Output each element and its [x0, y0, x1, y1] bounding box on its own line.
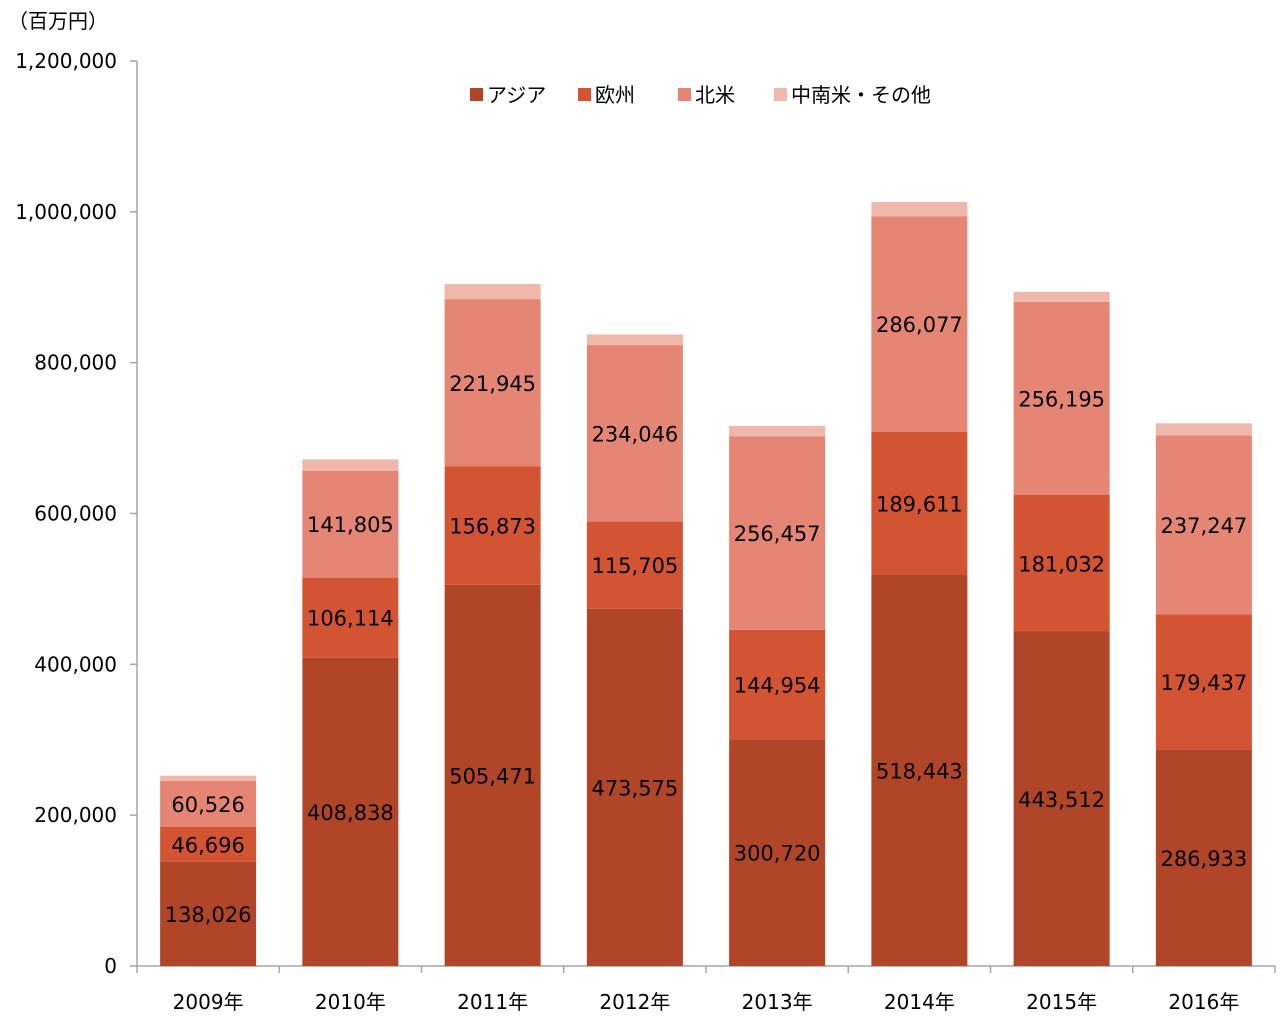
bar-segment: [302, 459, 399, 471]
data-label: 181,032: [1018, 552, 1105, 576]
bar-segment: [444, 466, 541, 585]
bar-segment: [1013, 494, 1110, 632]
y-tick-label: 400,000: [34, 652, 117, 676]
data-label: 115,705: [591, 554, 678, 578]
bar-segment: [444, 584, 541, 966]
bar-segment: [302, 577, 399, 658]
bar-segment: [729, 425, 826, 437]
data-label: 505,471: [449, 764, 536, 788]
data-label: 156,873: [449, 515, 536, 539]
y-tick-label: 800,000: [34, 351, 117, 375]
data-label: 46,696: [171, 833, 244, 857]
y-tick-label: 1,000,000: [15, 200, 117, 224]
bar-segment: [302, 470, 399, 578]
x-tick-label: 2015年: [1026, 990, 1097, 1014]
data-label: 60,526: [171, 793, 244, 817]
data-label: 179,437: [1160, 671, 1247, 695]
data-label: 144,954: [734, 674, 821, 698]
legend-swatch: [678, 88, 691, 101]
data-label: 237,247: [1160, 514, 1247, 538]
data-label: 408,838: [307, 801, 394, 825]
bar-segment: [586, 345, 683, 522]
bar-segment: [1155, 423, 1252, 436]
unit-label: （百万円）: [8, 9, 108, 33]
bar-segment: [160, 826, 257, 862]
legend: アジア 欧州 北米 中南米・その他: [470, 83, 931, 107]
data-label: 256,457: [734, 522, 821, 546]
y-tick-label: 0: [104, 954, 117, 978]
legend-label: アジア: [487, 83, 546, 107]
bar-segment: [871, 216, 968, 433]
bar-segment: [586, 608, 683, 966]
legend-label: 北米: [695, 83, 735, 107]
axes: 0 200,000 400,000 600,000 800,000 1,000,000 1,…: [15, 49, 1276, 1014]
bar-segment: [1155, 614, 1252, 750]
data-label: 473,575: [591, 776, 678, 800]
x-tick-label: 2010年: [315, 990, 386, 1014]
data-label: 189,611: [876, 493, 963, 517]
data-label: 221,945: [449, 372, 536, 396]
data-label: 234,046: [591, 422, 678, 446]
x-tick-label: 2016年: [1168, 990, 1239, 1014]
bar-segment: [444, 299, 541, 467]
data-label: 106,114: [307, 607, 394, 631]
legend-label: 中南米・その他: [791, 83, 931, 107]
x-tick-label: 2009年: [173, 990, 244, 1014]
data-labels: 138,026 46,696 60,526 408,838 106,114 141,805…: [165, 313, 1248, 927]
bar-segment: [729, 629, 826, 740]
bar-segment: [160, 775, 257, 782]
bar-segment: [302, 657, 399, 966]
bar-segment: [444, 284, 541, 300]
y-tick-label: 600,000: [34, 502, 117, 526]
y-tick-label: 1,200,000: [15, 49, 117, 73]
bar-segment: [586, 521, 683, 609]
bar-segment: [871, 432, 968, 576]
bar-segment: [729, 436, 826, 630]
data-label: 518,443: [876, 760, 963, 784]
x-tick-label: 2012年: [599, 990, 670, 1014]
bar-segment: [1155, 435, 1252, 615]
x-tick-label: 2013年: [742, 990, 813, 1014]
bar-segment: [1013, 291, 1110, 302]
bar-segment: [1013, 631, 1110, 966]
x-tick-label: 2014年: [884, 990, 955, 1014]
bars: [160, 201, 1252, 966]
data-label: 286,077: [876, 313, 963, 337]
bar-segment: [160, 861, 257, 966]
y-tick-label: 200,000: [34, 803, 117, 827]
data-label: 300,720: [734, 842, 821, 866]
bar-segment: [729, 739, 826, 966]
legend-swatch: [774, 88, 787, 101]
legend-label: 欧州: [595, 83, 635, 107]
data-label: 443,512: [1018, 788, 1105, 812]
data-label: 141,805: [307, 513, 394, 537]
bar-segment: [871, 201, 968, 217]
legend-swatch: [470, 88, 483, 101]
legend-swatch: [578, 88, 591, 101]
bar-segment: [160, 781, 257, 827]
bar-segment: [586, 334, 683, 346]
data-label: 138,026: [165, 903, 252, 927]
x-tick-label: 2011年: [457, 990, 528, 1014]
bar-segment: [1013, 301, 1110, 495]
data-label: 256,195: [1018, 387, 1105, 411]
data-label: 286,933: [1160, 847, 1247, 871]
bar-segment: [1155, 749, 1252, 966]
bar-segment: [871, 575, 968, 966]
